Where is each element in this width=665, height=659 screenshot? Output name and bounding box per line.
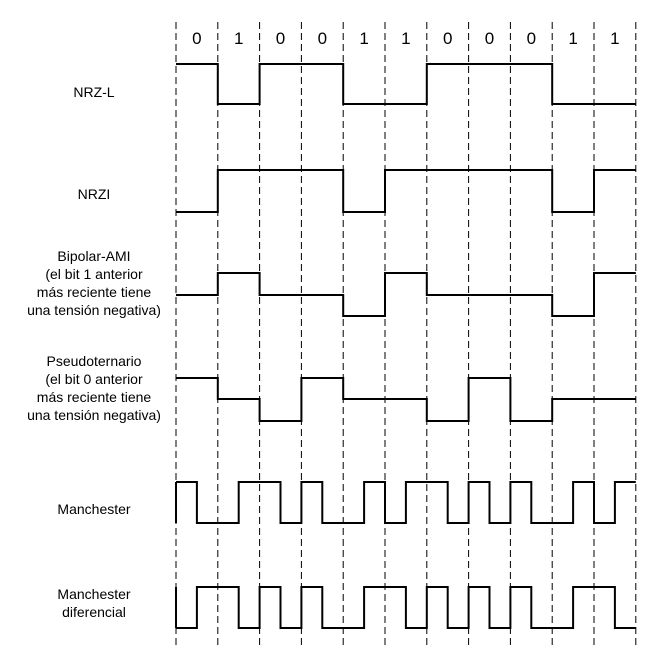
manchester-label: Manchester: [57, 501, 130, 517]
bit-label: 1: [568, 29, 577, 48]
bipolar-ami-waveform: [176, 272, 636, 317]
encoding-label-line: una tensión negativa): [27, 407, 161, 423]
manchester-diferencial-label: Manchester diferencial: [57, 586, 130, 620]
nrzi-label: NRZI: [78, 186, 111, 202]
encoding-label-line: NRZI: [78, 186, 111, 202]
nrz-l-signal-line: [176, 63, 636, 105]
manchester-waveform: [175, 481, 636, 524]
encoding-label-line: (el bit 1 anterior: [45, 266, 143, 282]
bit-label: 0: [443, 29, 452, 48]
encoding-label-line: más reciente tiene: [37, 389, 152, 405]
encoding-label-line: Manchester: [57, 586, 130, 602]
bit-label: 1: [610, 29, 619, 48]
bit-boundary-grid: [175, 22, 637, 648]
nrz-l-label: NRZ-L: [73, 84, 114, 100]
encoding-label-line: una tensión negativa): [27, 302, 161, 318]
bit-label: 0: [276, 29, 285, 48]
encoding-label-line: Manchester: [57, 501, 130, 517]
bit-label: 0: [318, 29, 327, 48]
bipolar-ami-signal-line: [176, 272, 636, 317]
pseudoternario-signal-line: [176, 377, 636, 422]
bit-sequence-header: 0 1 0 0 1 1 0 0 0 1 1: [192, 29, 619, 48]
manchester-signal-line: [176, 481, 636, 524]
encoding-label-line: Bipolar-AMI: [57, 248, 130, 264]
encoding-label-line: NRZ-L: [73, 84, 114, 100]
bit-label: 1: [359, 29, 368, 48]
encoding-waveforms: [175, 63, 636, 629]
encoding-label-line: (el bit 0 anterior: [45, 371, 143, 387]
manchester-diferencial-waveform: [175, 586, 636, 629]
bit-label: 1: [401, 29, 410, 48]
encoding-label-line: más reciente tiene: [37, 284, 152, 300]
encoding-labels: NRZ-L NRZI Bipolar-AMI (el bit 1 anterior má…: [27, 84, 161, 620]
bit-label: 1: [234, 29, 243, 48]
bit-label: 0: [485, 29, 494, 48]
manchester-diferencial-signal-line: [176, 586, 636, 629]
bit-label: 0: [527, 29, 536, 48]
bit-label: 0: [192, 29, 201, 48]
nrz-l-waveform: [176, 63, 636, 105]
encoding-label-line: Pseudoternario: [47, 353, 142, 369]
nrzi-waveform: [176, 169, 636, 213]
pseudoternario-waveform: [176, 377, 636, 422]
encoding-label-line: diferencial: [62, 604, 126, 620]
pseudoternario-label: Pseudoternario (el bit 0 anterior más reci…: [27, 353, 161, 423]
nrzi-signal-line: [176, 169, 636, 213]
bipolar-ami-label: Bipolar-AMI (el bit 1 anterior más recient…: [27, 248, 161, 318]
